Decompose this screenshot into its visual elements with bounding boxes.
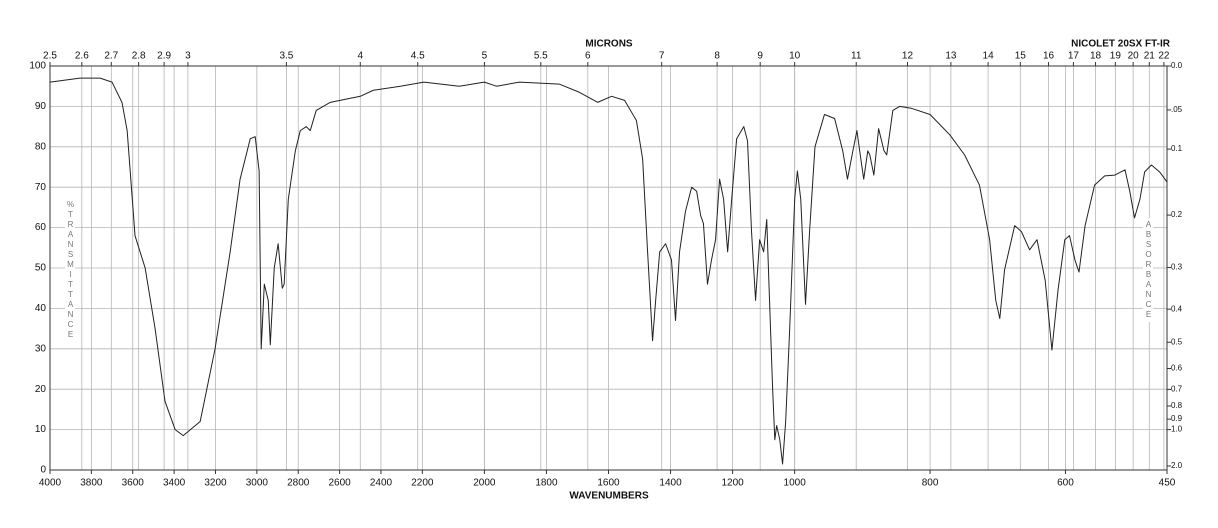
x2-tick-label: 3.5 bbox=[279, 51, 293, 62]
x-tick-label: 2400 bbox=[370, 478, 393, 489]
y2-tick-label: 0.7 bbox=[1171, 385, 1183, 394]
x-tick-label: 1600 bbox=[597, 478, 620, 489]
y2-tick-label: 0.4 bbox=[1171, 304, 1183, 313]
y-tick-label: 30 bbox=[35, 343, 47, 354]
y-tick-label: 40 bbox=[35, 303, 47, 314]
x2-tick-label: 22 bbox=[1158, 51, 1170, 62]
x-tick-label: 800 bbox=[922, 478, 939, 489]
x-tick-label: 1400 bbox=[659, 478, 682, 489]
y2-tick-label: 0.5 bbox=[1171, 337, 1183, 346]
y-axis-title: %TRANSMITTANCE bbox=[65, 198, 75, 342]
x-tick-label: 450 bbox=[1159, 478, 1176, 489]
x-tick-label: 3000 bbox=[246, 478, 269, 489]
x2-tick-label: 14 bbox=[983, 51, 995, 62]
x2-tick-label: 5.5 bbox=[534, 51, 548, 62]
y-tick-label: 20 bbox=[35, 384, 47, 395]
x-tick-label: 3200 bbox=[204, 478, 227, 489]
x2-tick-label: 2.9 bbox=[157, 51, 171, 62]
y2-tick-label: 2.0 bbox=[1171, 461, 1183, 470]
plot-frame bbox=[49, 65, 1168, 471]
y-tick-label: 90 bbox=[35, 101, 47, 112]
x2-tick-label: 9 bbox=[757, 51, 763, 62]
x2-tick-label: 6 bbox=[585, 51, 591, 62]
x2-tick-label: 2.5 bbox=[43, 51, 57, 62]
x2-tick-label: 7 bbox=[659, 51, 665, 62]
x2-tick-label: 4 bbox=[357, 51, 363, 62]
x2-tick-label: 2.6 bbox=[75, 51, 89, 62]
y2-tick-label: 0.9 bbox=[1171, 414, 1183, 423]
y-tick-label: 50 bbox=[35, 263, 47, 274]
x2-tick-label: 16 bbox=[1043, 51, 1055, 62]
x2-tick-label: 10 bbox=[789, 51, 801, 62]
x2-tick-label: 11 bbox=[851, 51, 862, 62]
x2-tick-label: 5 bbox=[482, 51, 488, 62]
y2-tick-label: 0.8 bbox=[1171, 401, 1183, 410]
y-tick-label: 0 bbox=[40, 465, 46, 476]
x-tick-label: 3600 bbox=[122, 478, 145, 489]
y2-tick-label: 0.0 bbox=[1171, 61, 1183, 70]
x-tick-label: 2600 bbox=[328, 478, 351, 489]
x2-tick-label: 13 bbox=[945, 51, 957, 62]
x2-tick-label: 8 bbox=[714, 51, 720, 62]
x-tick-label: 3800 bbox=[80, 478, 103, 489]
x2-tick-label: 18 bbox=[1090, 51, 1102, 62]
x2-tick-label: 12 bbox=[902, 51, 914, 62]
x2-tick-label: 4.5 bbox=[411, 51, 425, 62]
x-tick-label: 2800 bbox=[287, 478, 310, 489]
x-tick-label: 1200 bbox=[721, 478, 744, 489]
x-tick-label: 600 bbox=[1057, 478, 1074, 489]
x-tick-label: 1000 bbox=[784, 478, 807, 489]
x2-tick-label: 21 bbox=[1144, 51, 1156, 62]
y-tick-label: 80 bbox=[35, 141, 47, 152]
x-tick-label: 4000 bbox=[39, 478, 62, 489]
y-tick-label: 100 bbox=[29, 61, 46, 72]
y2-tick-label: 0.3 bbox=[1171, 263, 1183, 272]
x2-tick-label: 2.8 bbox=[132, 51, 146, 62]
y-tick-label: 60 bbox=[35, 222, 47, 233]
x-tick-label: 2200 bbox=[411, 478, 434, 489]
x2-tick-label: 20 bbox=[1128, 51, 1140, 62]
x2-tick-label: 3 bbox=[185, 51, 191, 62]
x2-tick-label: 17 bbox=[1068, 51, 1080, 62]
y2-tick-label: 1.0 bbox=[1171, 425, 1183, 434]
x-tick-label: 3400 bbox=[163, 478, 186, 489]
top-axis-title: MICRONS bbox=[585, 39, 633, 50]
y2-tick-label: 0.2 bbox=[1171, 210, 1183, 219]
y-tick-label: 10 bbox=[35, 424, 47, 435]
y-tick-label: 70 bbox=[35, 182, 47, 193]
x2-tick-label: 15 bbox=[1015, 51, 1027, 62]
x-tick-label: 1800 bbox=[535, 478, 558, 489]
x-axis-title: WAVENUMBERS bbox=[569, 491, 649, 502]
y2-tick-label: 0.6 bbox=[1171, 364, 1183, 373]
x2-tick-label: 19 bbox=[1110, 51, 1122, 62]
y2-axis-title: ABSORBANCE bbox=[1143, 218, 1153, 322]
y2-tick-label: .05 bbox=[1171, 105, 1183, 114]
x-tick-label: 2000 bbox=[473, 478, 496, 489]
spectrum-line bbox=[49, 77, 1168, 465]
x2-tick-label: 2.7 bbox=[104, 51, 118, 62]
instrument-label: NICOLET 20SX FT-IR bbox=[1071, 39, 1171, 50]
y2-tick-label: 0.1 bbox=[1171, 144, 1183, 153]
